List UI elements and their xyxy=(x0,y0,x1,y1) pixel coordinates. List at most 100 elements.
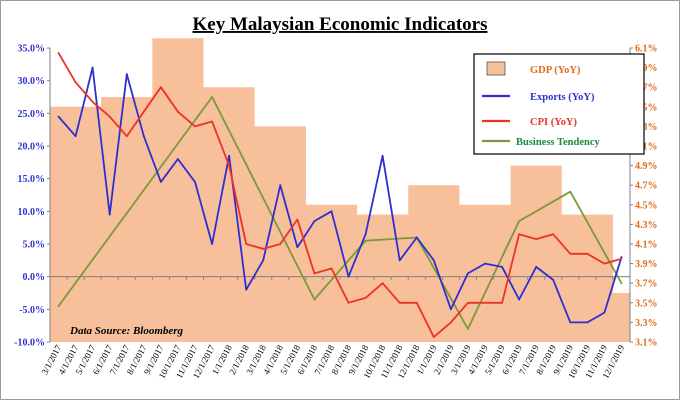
y-left-tick-label: 0.0% xyxy=(23,272,46,283)
series-exports-yoy-point xyxy=(296,246,299,249)
y-right-tick-label: 5.7% xyxy=(635,83,658,94)
series-cpi-yoy-point xyxy=(501,301,503,304)
series-business-tendency-point xyxy=(518,220,521,223)
series-cpi-yoy-point xyxy=(603,262,606,265)
legend-swatch-gdp-yoy xyxy=(486,61,506,76)
series-exports-yoy-point xyxy=(74,135,77,138)
chart-title: Key Malaysian Economic Indicators xyxy=(192,14,487,35)
series-cpi-yoy-point xyxy=(620,257,623,260)
series-exports-yoy-point xyxy=(177,158,179,160)
series-cpi-yoy-point xyxy=(125,135,128,138)
series-exports-yoy-point xyxy=(57,115,60,118)
series-cpi-yoy-point xyxy=(142,110,145,113)
series-exports-yoy-point xyxy=(552,279,555,281)
series-exports-yoy-point xyxy=(603,311,606,314)
series-exports-yoy-point xyxy=(535,265,538,268)
y-right-tick-label: 4.3% xyxy=(635,220,658,231)
series-business-tendency-point xyxy=(364,239,367,242)
y-right-tick-label: 6.1% xyxy=(635,44,658,55)
series-cpi-yoy-point xyxy=(177,110,179,113)
series-business-tendency-point xyxy=(467,328,469,330)
series-exports-yoy-point xyxy=(142,135,145,138)
series-cpi-yoy-point xyxy=(432,336,435,338)
series-cpi-yoy-point xyxy=(74,81,77,84)
series-cpi-yoy-point xyxy=(586,252,589,255)
series-exports-yoy-point xyxy=(245,288,248,291)
series-exports-yoy-point xyxy=(381,154,384,157)
series-exports-yoy-point xyxy=(279,184,282,187)
series-cpi-yoy-point xyxy=(159,86,162,89)
y-left-tick-label: 20.0% xyxy=(18,142,46,153)
series-cpi-yoy-point xyxy=(518,233,521,236)
series-cpi-yoy-point xyxy=(364,297,367,299)
series-exports-yoy-point xyxy=(484,262,486,265)
series-exports-yoy-point xyxy=(330,210,333,213)
y-left-tick-label: -10.0% xyxy=(14,338,45,349)
y-right-tick-label: 4.5% xyxy=(635,200,658,211)
legend-label-cpi-yoy: CPI (YoY) xyxy=(530,117,577,128)
series-exports-yoy-point xyxy=(569,321,572,324)
legend-label-business-tendency: Business Tendency xyxy=(516,137,600,148)
y-right-tick-label: 3.7% xyxy=(635,279,658,290)
y-right-tick-label: 5.9% xyxy=(635,63,658,74)
series-exports-yoy-point xyxy=(449,308,452,311)
series-exports-yoy-point xyxy=(398,259,401,262)
series-exports-yoy-point xyxy=(586,321,589,324)
series-exports-yoy-point xyxy=(211,243,213,245)
series-cpi-yoy-point xyxy=(552,233,555,236)
series-exports-yoy-point xyxy=(262,259,265,262)
series-cpi-yoy-point xyxy=(279,243,282,245)
y-left-tick-label: 30.0% xyxy=(18,76,46,87)
y-right-tick-label: 4.7% xyxy=(635,181,658,192)
series-exports-yoy-point xyxy=(125,73,128,76)
y-left-tick-label: 10.0% xyxy=(18,207,46,218)
series-cpi-yoy-point xyxy=(57,52,60,54)
series-exports-yoy-point xyxy=(91,66,94,69)
legend-label-exports-yoy: Exports (YoY) xyxy=(530,92,595,103)
series-cpi-yoy-point xyxy=(91,101,94,103)
series-exports-yoy-point xyxy=(347,275,350,278)
series-cpi-yoy-point xyxy=(347,301,350,304)
data-source-note: Data Source: Bloomberg xyxy=(69,325,184,337)
series-cpi-yoy-point xyxy=(535,238,538,241)
series-cpi-yoy-point xyxy=(330,267,333,270)
series-cpi-yoy-point xyxy=(484,301,486,304)
series-exports-yoy-point xyxy=(364,233,367,236)
series-cpi-yoy-point xyxy=(296,218,299,221)
y-left-tick-label: 25.0% xyxy=(18,109,46,120)
y-right-tick-label: 5.5% xyxy=(635,102,658,113)
y-right-tick-label: 3.1% xyxy=(635,338,658,349)
y-right-tick-label: 5.1% xyxy=(635,142,658,153)
series-cpi-yoy-point xyxy=(313,272,316,275)
series-cpi-yoy-point xyxy=(108,115,111,118)
y-right-tick-label: 3.9% xyxy=(635,259,658,270)
series-exports-yoy-point xyxy=(194,181,196,183)
series-cpi-yoy-point xyxy=(228,164,231,167)
series-cpi-yoy-point xyxy=(398,301,401,304)
series-cpi-yoy-point xyxy=(211,120,213,123)
series-cpi-yoy-point xyxy=(415,301,418,304)
series-cpi-yoy-point xyxy=(245,243,248,245)
series-cpi-yoy-point xyxy=(569,252,572,255)
y-left-tick-label: 15.0% xyxy=(18,174,46,185)
series-exports-yoy-point xyxy=(467,272,469,275)
y-right-tick-label: 4.1% xyxy=(635,240,658,251)
series-business-tendency-point xyxy=(313,298,316,301)
y-right-tick-label: 4.9% xyxy=(635,161,658,172)
series-business-tendency-point xyxy=(620,282,623,285)
series-cpi-yoy-point xyxy=(262,248,265,250)
series-exports-yoy-point xyxy=(501,265,503,268)
y-left-tick-label: -5.0% xyxy=(19,305,45,316)
series-business-tendency-point xyxy=(211,96,213,98)
series-exports-yoy-point xyxy=(518,298,521,301)
series-business-tendency-point xyxy=(57,305,60,307)
y-left-tick-label: 35.0% xyxy=(18,44,46,55)
series-cpi-yoy-point xyxy=(449,321,452,324)
legend-label-gdp-yoy: GDP (YoY) xyxy=(530,65,581,76)
series-cpi-yoy-line xyxy=(57,52,622,339)
series-business-tendency-point xyxy=(569,190,572,193)
series-exports-yoy-point xyxy=(313,220,316,223)
series-exports-yoy-point xyxy=(432,259,435,262)
